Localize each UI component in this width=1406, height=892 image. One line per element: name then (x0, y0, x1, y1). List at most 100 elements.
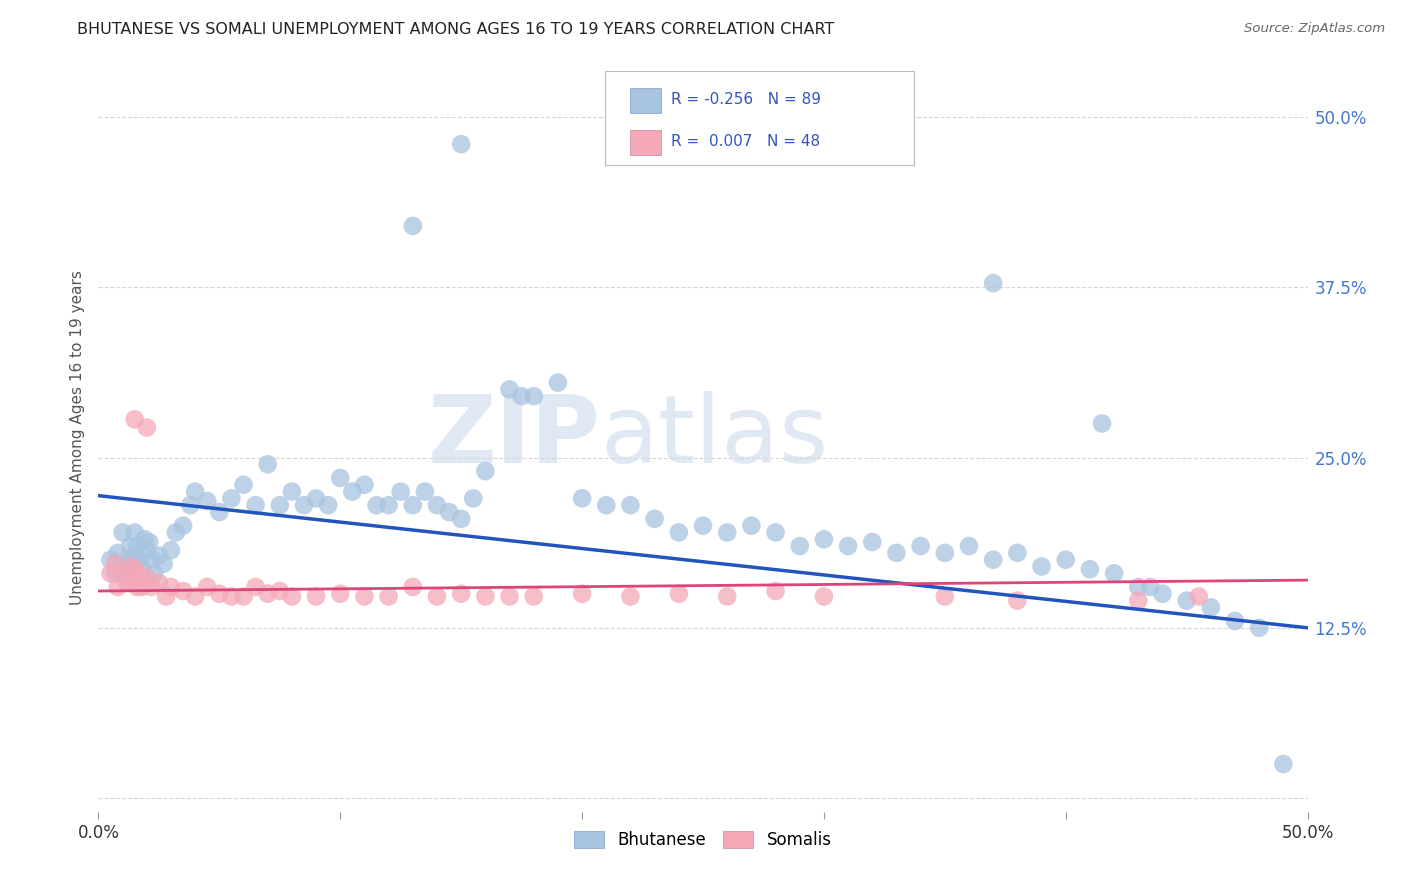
Point (305, 491, 328, 506)
Point (716, 590, 738, 604)
Point (789, 539, 811, 553)
Point (141, 552, 163, 566)
Point (329, 587, 352, 601)
Point (184, 484, 207, 499)
Text: atlas: atlas (600, 391, 828, 483)
Point (498, 383, 520, 397)
Point (860, 535, 883, 549)
Point (221, 590, 243, 604)
Point (281, 484, 304, 499)
Point (1188, 590, 1211, 604)
Y-axis label: Unemployment Among Ages 16 to 19 years: Unemployment Among Ages 16 to 19 years (70, 269, 86, 605)
Point (740, 518, 762, 533)
Point (837, 539, 859, 553)
Point (118, 539, 141, 553)
Point (152, 557, 174, 571)
Point (100, 552, 122, 566)
Point (107, 546, 129, 560)
Point (256, 458, 278, 472)
Point (413, 484, 436, 499)
Point (934, 590, 956, 604)
Point (619, 498, 641, 512)
Point (124, 562, 146, 576)
Point (160, 543, 183, 558)
Point (692, 518, 714, 533)
Text: R = -0.256   N = 89: R = -0.256 N = 89 (671, 92, 821, 107)
Point (353, 477, 375, 491)
Point (104, 557, 127, 571)
Point (127, 580, 149, 594)
Point (813, 533, 835, 547)
Point (1031, 559, 1053, 574)
Point (124, 412, 146, 426)
Point (111, 525, 134, 540)
Point (134, 533, 156, 547)
Point (1223, 614, 1246, 628)
Point (571, 491, 593, 506)
Point (1007, 546, 1029, 560)
Point (195, 580, 218, 594)
Point (1272, 757, 1295, 772)
Point (1102, 566, 1125, 581)
Point (402, 580, 425, 594)
Point (329, 471, 352, 485)
Point (160, 580, 183, 594)
Legend: Bhutanese, Somalis: Bhutanese, Somalis (568, 824, 838, 855)
Point (437, 505, 460, 519)
Point (474, 590, 496, 604)
Point (121, 573, 143, 587)
Point (245, 498, 267, 512)
Point (547, 376, 569, 390)
Point (377, 498, 399, 512)
Point (292, 498, 315, 512)
Point (981, 552, 1004, 566)
Point (1128, 580, 1150, 594)
Point (934, 546, 956, 560)
Point (366, 498, 388, 512)
Point (208, 587, 231, 601)
Point (498, 590, 520, 604)
Point (981, 276, 1004, 290)
Point (124, 525, 146, 540)
Point (765, 584, 787, 599)
Point (765, 525, 787, 540)
Point (1139, 580, 1161, 594)
Text: Source: ZipAtlas.com: Source: ZipAtlas.com (1244, 22, 1385, 36)
Point (619, 590, 641, 604)
Point (1054, 552, 1077, 566)
Point (1175, 593, 1198, 607)
Point (232, 477, 254, 491)
Point (135, 570, 157, 584)
Point (165, 525, 187, 540)
Point (269, 584, 291, 599)
Point (131, 580, 153, 594)
Point (155, 590, 177, 604)
Text: R =  0.007   N = 48: R = 0.007 N = 48 (671, 135, 820, 150)
Point (135, 543, 157, 558)
Point (124, 549, 146, 563)
Point (426, 590, 449, 604)
Point (342, 484, 364, 499)
Point (269, 498, 291, 512)
Point (316, 498, 339, 512)
Point (571, 587, 593, 601)
Point (813, 590, 835, 604)
Point (1078, 562, 1101, 576)
Point (644, 512, 666, 526)
Point (1007, 593, 1029, 607)
Point (114, 566, 136, 581)
Point (1152, 587, 1174, 601)
Point (117, 575, 139, 590)
Point (426, 498, 449, 512)
Point (195, 494, 218, 508)
Point (1249, 621, 1271, 635)
Point (104, 566, 127, 581)
Point (172, 518, 194, 533)
Point (1091, 417, 1114, 431)
Point (221, 491, 243, 506)
Point (716, 525, 738, 540)
Point (184, 590, 207, 604)
Point (1128, 593, 1150, 607)
Point (208, 505, 231, 519)
Point (450, 587, 472, 601)
